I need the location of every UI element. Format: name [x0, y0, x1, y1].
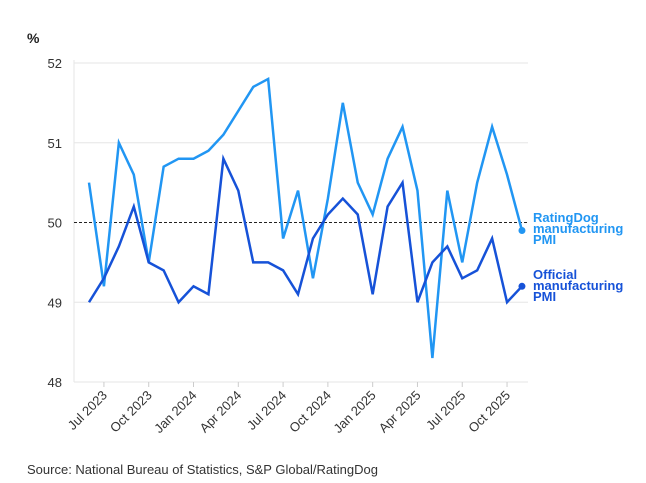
series-end-marker [518, 226, 526, 234]
y-tick-label: 52 [48, 56, 62, 71]
y-axis-unit-label: % [27, 30, 40, 46]
y-tick-label: 50 [48, 216, 62, 231]
x-tick-label: Oct 2023 [107, 388, 155, 436]
x-tick-label: Jul 2024 [244, 388, 289, 433]
x-tick-label: Apr 2025 [376, 388, 424, 436]
series-label: Official [533, 267, 577, 282]
x-tick-label: Apr 2024 [197, 388, 245, 436]
series-line-1 [87, 154, 523, 305]
series-label: PMI [533, 232, 556, 247]
series-label: PMI [533, 289, 556, 304]
x-tick-label: Oct 2024 [286, 388, 334, 436]
x-tick-label: Jul 2025 [423, 388, 468, 433]
series-end-marker [518, 282, 526, 290]
series-label: RatingDog [533, 210, 599, 225]
source-note: Source: National Bureau of Statistics, S… [27, 462, 378, 477]
x-tick-label: Jul 2023 [65, 388, 110, 433]
y-tick-label: 48 [48, 375, 62, 390]
series-label: manufacturing [533, 278, 623, 293]
x-tick-label: Jan 2025 [330, 388, 378, 436]
y-tick-label: 51 [48, 136, 62, 151]
x-tick-label: Jan 2024 [151, 388, 199, 436]
y-tick-label: 49 [48, 295, 62, 310]
x-tick-label: Oct 2025 [465, 388, 513, 436]
series-line-0 [87, 76, 524, 359]
series-label: manufacturing [533, 221, 623, 236]
